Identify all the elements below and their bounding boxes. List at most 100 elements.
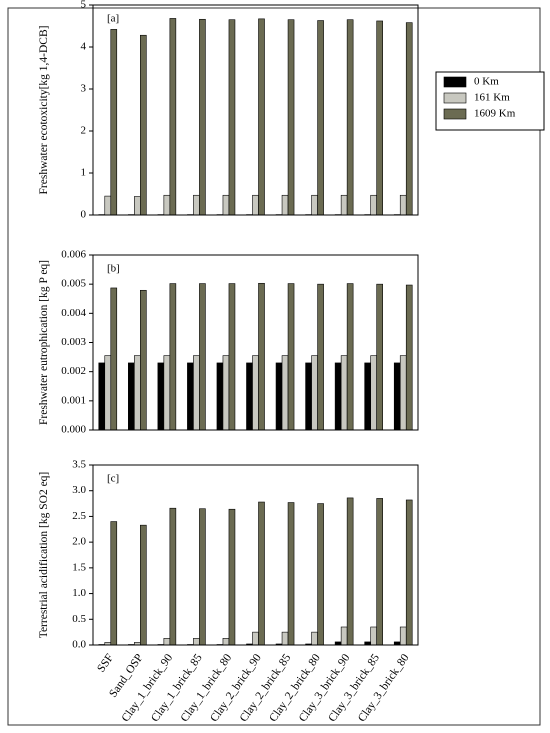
bar [193,355,200,431]
y-axis-label: Terrestrial acidification [kg SO2 eq] [38,472,50,639]
bar [98,362,106,431]
bar [228,19,236,216]
y-tick-label: 0.005 [61,278,86,290]
bar [128,362,135,431]
legend-swatch [443,108,467,120]
bar [305,362,312,431]
bar [317,283,324,431]
legend-label: 1609 Km [474,108,516,120]
bar [140,34,147,216]
bar [287,19,295,216]
bar [275,362,283,431]
y-tick-label: 3 [81,83,87,95]
bar [199,283,206,431]
bar [311,355,318,431]
bar [311,194,318,216]
legend-swatch [443,76,467,88]
bar [134,196,141,216]
bar [110,521,118,646]
bar [393,362,401,431]
bar [399,626,407,646]
y-tick-label: 1.5 [72,561,86,573]
bar [169,18,177,216]
bar [163,355,171,431]
panel-label: [b] [107,263,120,275]
bar [258,501,265,646]
bar [199,18,206,216]
y-tick-label: 0.003 [61,336,86,348]
bar [193,638,200,646]
legend-label: 0 Km [474,76,499,88]
y-tick-label: 0.004 [61,307,86,319]
y-tick-label: 0.002 [61,365,86,377]
y-tick-label: 1 [81,167,87,179]
bar [199,508,206,646]
bar [334,362,342,431]
bar [399,194,407,216]
bar [222,194,230,216]
bar [187,362,194,431]
bar [258,282,265,431]
bar [134,355,141,431]
bar [317,503,324,646]
bar [370,194,377,216]
bar [140,524,147,646]
bar [281,355,289,431]
plot-frame [92,254,419,431]
bar [287,283,295,431]
figure-border [7,7,541,726]
bar [193,194,200,216]
bar [340,355,348,431]
bar [252,631,259,646]
bar [364,362,371,431]
y-tick-label: 0 [81,209,87,221]
y-tick-label: 2.0 [72,536,86,548]
bar [104,355,112,431]
bar [222,355,230,431]
bar [317,20,324,216]
bar [370,355,377,431]
y-axis-label: Freshwater ecotoxicity[kg 1,4-DCB] [38,26,50,195]
bar [140,289,147,431]
bar [376,283,383,431]
bar [370,626,377,646]
bar [346,497,354,646]
panel-label: [c] [107,473,119,485]
bar [405,22,413,216]
y-tick-label: 0.0 [72,639,86,651]
y-tick-label: 0.006 [61,249,86,261]
bar [169,283,177,431]
bar [405,499,413,646]
legend-label: 161 Km [474,92,510,104]
bar [157,362,165,431]
plot-frame [92,4,419,216]
bar [110,287,118,431]
bar [281,194,289,216]
bar [399,355,407,431]
bar [340,626,348,646]
bar [340,194,348,216]
bar [222,638,230,646]
y-tick-label: 3.5 [72,459,86,471]
bar [163,638,171,646]
y-tick-label: 0.5 [72,613,86,625]
bar [311,631,318,646]
bar [346,19,354,216]
bar [376,498,383,646]
bar [376,20,383,216]
y-tick-label: 0.000 [61,424,86,436]
x-tick-label: SSF [95,652,116,675]
y-tick-label: 3.0 [72,484,86,496]
y-axis-label: Freshwater eutrophication [kg P eq] [38,260,50,425]
bar [228,283,236,431]
plot-frame [92,464,419,646]
bar [163,194,171,216]
y-tick-label: 4 [81,41,87,53]
bar [346,283,354,431]
bar [246,362,253,431]
bar [169,507,177,646]
y-tick-label: 5 [81,0,87,11]
panel-label: [a] [107,13,119,25]
bar [258,18,265,216]
